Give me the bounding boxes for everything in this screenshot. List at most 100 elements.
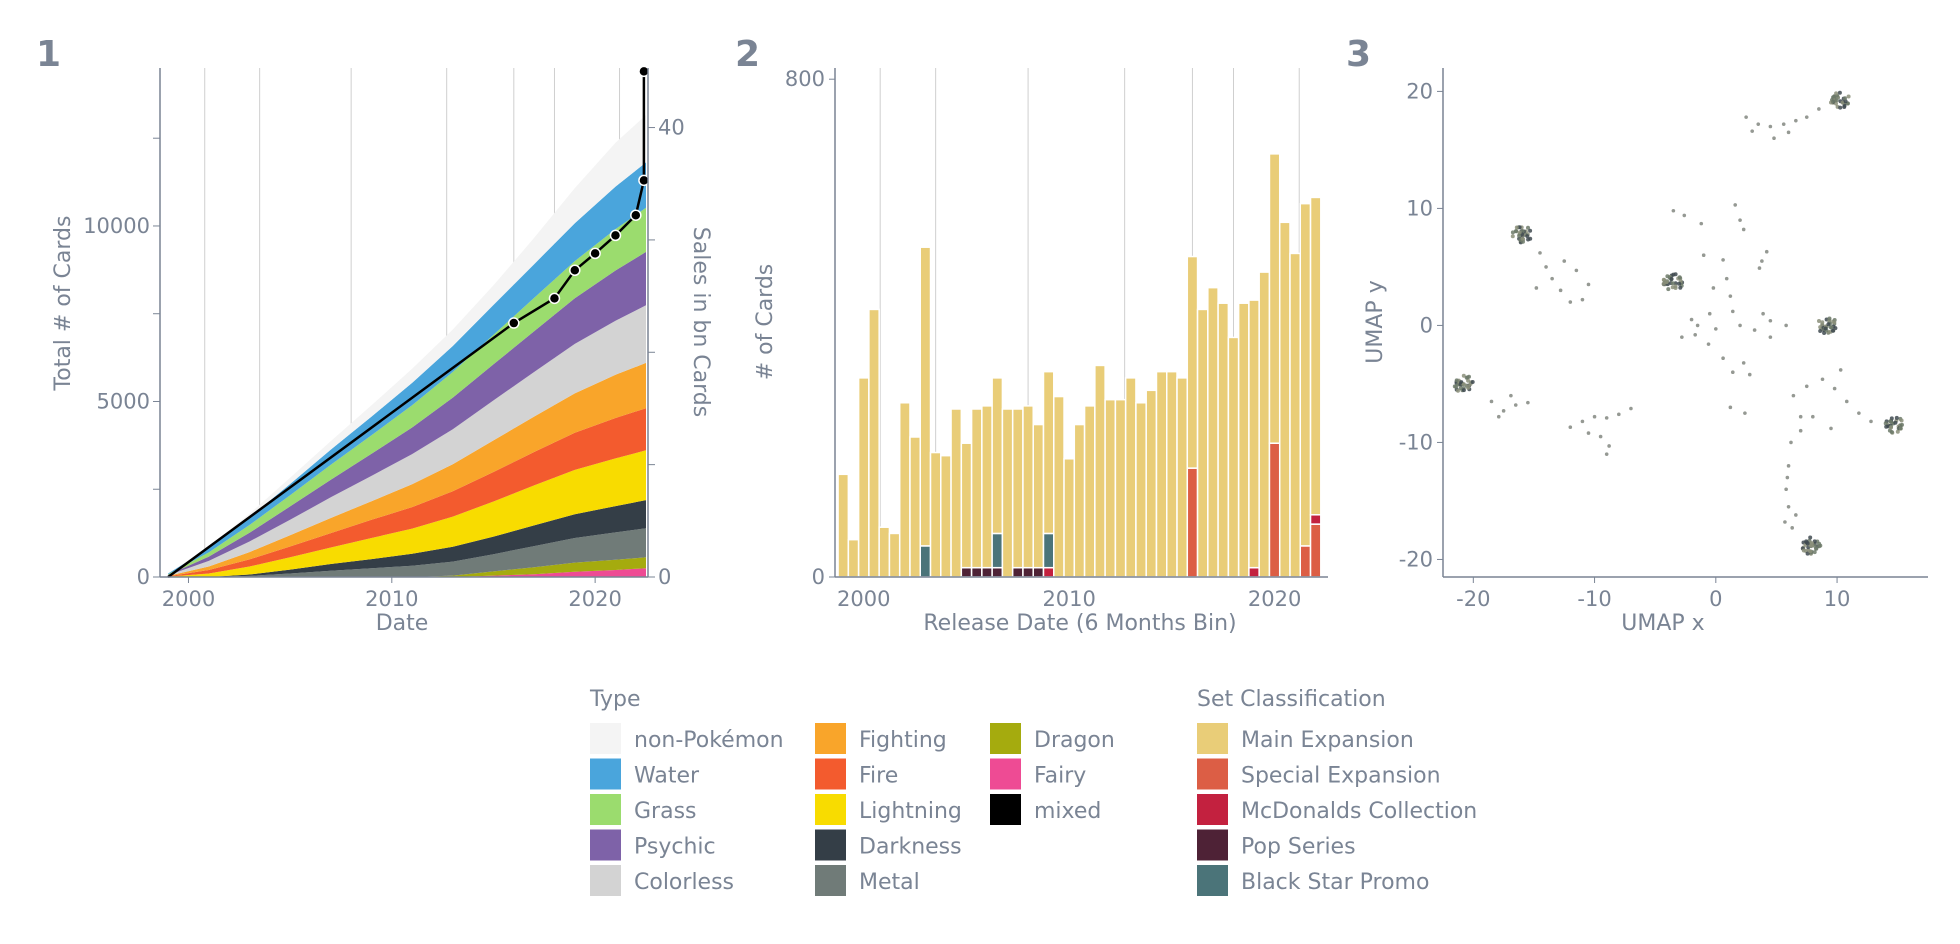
umap-cluster-point (1677, 281, 1682, 286)
legend-label: non-Pokémon (634, 728, 784, 753)
x-tick-label: 10 (1824, 587, 1851, 611)
umap-cluster-point (1510, 234, 1515, 239)
bar-main-expansion (847, 538, 860, 578)
umap-point (1747, 372, 1752, 377)
umap-cluster-point (1517, 233, 1522, 238)
panel-1-y2-axis-label: Sales in bn Cards (688, 227, 713, 417)
area-darkness (168, 500, 646, 577)
bar-main-expansion (1155, 370, 1168, 578)
umap-point (1721, 356, 1725, 360)
legend-swatch-mixed (990, 794, 1021, 825)
umap-point (1844, 399, 1849, 404)
umap-cluster-point (1823, 326, 1828, 331)
legend-label: Dragon (1034, 728, 1115, 753)
umap-point (1752, 328, 1757, 332)
x-tick-label: 2000 (162, 587, 215, 611)
bar-main-expansion (1186, 255, 1199, 469)
bar-main-expansion (919, 246, 932, 547)
legend-label: Pop Series (1241, 835, 1356, 860)
bar-main-expansion (909, 436, 921, 578)
x-tick-label: 2020 (1248, 587, 1301, 611)
umap-point (1798, 414, 1803, 419)
umap-cluster-point (1467, 374, 1471, 379)
bar-main-expansion (888, 532, 901, 578)
bar-main-expansion (1227, 336, 1240, 578)
umap-cluster-point (1829, 325, 1834, 330)
legend-swatch-fighting (815, 723, 846, 754)
panel-1-cumulative-cards-chart: 1 0 5000 10000 0 40 2000 2010 2020 Date Total #… (36, 34, 713, 636)
umap-point (1607, 444, 1611, 448)
bar-mcdonalds-collection (1248, 566, 1260, 578)
umap-point (1829, 426, 1833, 431)
bar-main-expansion (1114, 398, 1127, 578)
bar-special-expansion (1299, 545, 1312, 578)
umap-point (1509, 393, 1513, 398)
bar-main-expansion (991, 377, 1004, 535)
umap-point (1728, 294, 1733, 298)
bar-main-expansion (1278, 221, 1291, 578)
umap-point (1574, 268, 1579, 273)
umap-point (1820, 377, 1825, 382)
umap-point (1768, 318, 1773, 323)
umap-point (1592, 414, 1597, 419)
bar-pop-series (1032, 566, 1045, 578)
umap-point (1768, 335, 1773, 339)
bar-main-expansion (1248, 299, 1260, 569)
bar-pop-series (970, 566, 983, 578)
bar-pop-series (1022, 566, 1034, 578)
umap-point (1761, 311, 1765, 316)
umap-cluster-point (1899, 418, 1904, 423)
legend-swatch-special-expansion (1197, 758, 1228, 790)
umap-cluster-point (1526, 237, 1531, 242)
bar-main-expansion (1289, 252, 1302, 578)
bar-main-expansion (1217, 302, 1230, 578)
umap-point (1724, 276, 1729, 281)
panel-2-y-axis-label: # of Cards (753, 264, 778, 381)
bar-main-expansion (878, 526, 891, 578)
bar-main-expansion (981, 405, 993, 569)
bar-special-expansion (1309, 523, 1322, 578)
sales-point (589, 247, 601, 260)
y-tick-label: 5000 (97, 389, 150, 413)
panel-3-axes: -20 -10 0 10 20 -20 -10 0 10 (1399, 68, 1928, 611)
umap-point (1699, 221, 1704, 226)
umap-point (1743, 411, 1747, 415)
panel-1-axes: 0 5000 10000 0 40 2000 2010 2020 (83, 68, 685, 611)
umap-cluster-point (1661, 277, 1666, 282)
panel-1-sales-line (167, 65, 650, 579)
legend-label: Special Expansion (1241, 764, 1441, 789)
umap-cluster-point (1840, 100, 1845, 105)
y-tick-label: 0 (812, 565, 825, 589)
umap-point (1804, 384, 1809, 389)
legend-swatch-water (590, 758, 621, 790)
bar-pop-series (991, 566, 1004, 578)
area-water (168, 162, 646, 575)
umap-cluster-point (1843, 99, 1848, 104)
umap-cluster-point (1818, 543, 1823, 548)
bar-mcdonalds-collection (1042, 566, 1055, 578)
y2-tick-label: 40 (658, 116, 685, 140)
panel-3-points (1452, 90, 1904, 556)
umap-cluster-point (1820, 322, 1825, 327)
umap-point (1785, 475, 1790, 480)
umap-cluster-point (1884, 424, 1889, 429)
umap-cluster-point (1805, 551, 1810, 556)
umap-point (1784, 323, 1788, 328)
y2-tick-label: 0 (658, 565, 671, 589)
legend-swatch-grass (590, 794, 621, 825)
umap-point (1695, 323, 1700, 328)
legend-label: Main Expansion (1241, 728, 1414, 753)
set-classification-legend: Set Classification Main Expansion Special… (1197, 687, 1477, 896)
umap-point (1544, 265, 1548, 269)
umap-point (1794, 118, 1798, 123)
bar-main-expansion (1011, 408, 1024, 569)
umap-point (1784, 487, 1788, 492)
umap-cluster-point (1888, 419, 1893, 424)
legend-swatch-main-expansion (1197, 723, 1228, 754)
umap-point (1790, 526, 1794, 530)
umap-cluster-point (1808, 549, 1813, 554)
umap-cluster-point (1837, 90, 1842, 95)
panel-2-x-axis-label: Release Date (6 Months Bin) (923, 611, 1236, 636)
sales-point (638, 174, 650, 187)
umap-cluster-point (1831, 99, 1836, 104)
